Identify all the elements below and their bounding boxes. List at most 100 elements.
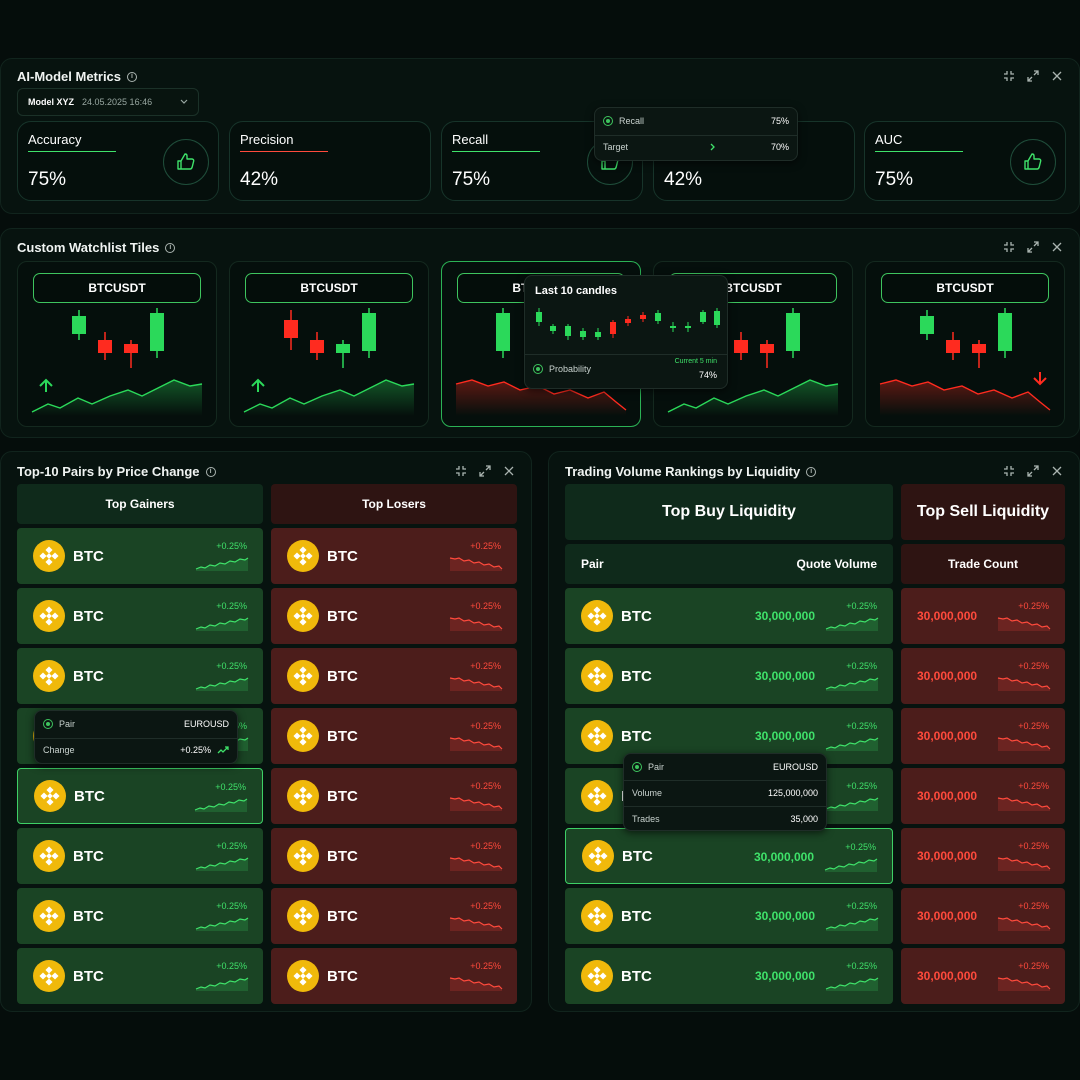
watchlist-tile[interactable]: BTCUSDT bbox=[17, 261, 217, 427]
price-change: +0.25% bbox=[216, 841, 247, 851]
metric-card-auc[interactable]: AUC 75% bbox=[864, 121, 1066, 201]
buy-liquidity-row[interactable]: BTC 30,000,000 +0.25% bbox=[565, 588, 893, 644]
divider bbox=[525, 354, 727, 355]
ai-metrics-title: AI-Model Metrics i bbox=[17, 69, 138, 84]
buy-liquidity-row[interactable]: BTC 30,000,000 +0.25% bbox=[565, 708, 893, 764]
collapse-icon[interactable] bbox=[455, 465, 467, 477]
expand-icon[interactable] bbox=[1027, 70, 1039, 82]
quote-volume: 30,000,000 bbox=[754, 609, 815, 623]
close-icon[interactable] bbox=[503, 465, 515, 477]
volume-panel: Trading Volume Rankings by Liquidity i T… bbox=[548, 451, 1080, 1012]
volume-title: Trading Volume Rankings by Liquidity i bbox=[565, 464, 817, 479]
loser-row[interactable]: BTC +0.25% bbox=[271, 648, 517, 704]
price-change: +0.25% bbox=[470, 781, 501, 791]
sell-liquidity-row[interactable]: 30,000,000 +0.25% bbox=[901, 708, 1065, 764]
buy-liquidity-row[interactable]: BTC 30,000,000 +0.25% bbox=[565, 828, 893, 884]
gainer-row[interactable]: BTC +0.25% bbox=[17, 948, 263, 1004]
info-icon[interactable]: i bbox=[806, 466, 817, 477]
top-losers-header[interactable]: Top Losers bbox=[271, 484, 517, 524]
expand-icon[interactable] bbox=[1027, 241, 1039, 253]
watchlist-tile[interactable]: BTCUSDT bbox=[865, 261, 1065, 427]
gainer-row[interactable]: BTC +0.25% bbox=[17, 828, 263, 884]
loser-row[interactable]: BTC +0.25% bbox=[271, 888, 517, 944]
close-icon[interactable] bbox=[1051, 70, 1063, 82]
candlestick-chart bbox=[920, 308, 1012, 368]
price-change: +0.25% bbox=[846, 661, 877, 671]
gainer-row[interactable]: BTC +0.25% bbox=[17, 588, 263, 644]
pair-name: BTC bbox=[327, 787, 358, 805]
tooltip-row: Volume 125,000,000 bbox=[632, 788, 818, 798]
divider bbox=[595, 135, 797, 136]
loser-row[interactable]: BTC +0.25% bbox=[271, 588, 517, 644]
tooltip-row: Change +0.25% bbox=[43, 740, 229, 760]
pair-change-tooltip: Pair EUROUSD Change +0.25% bbox=[34, 710, 238, 764]
tile-symbol: BTCUSDT bbox=[881, 273, 1049, 303]
loser-row[interactable]: BTC +0.25% bbox=[271, 948, 517, 1004]
model-selector[interactable]: Model XYZ 24.05.2025 16:46 bbox=[17, 88, 199, 116]
info-icon[interactable]: i bbox=[205, 466, 216, 477]
pair-name: BTC bbox=[622, 847, 653, 865]
trend-up-icon bbox=[217, 746, 229, 754]
pair-name: BTC bbox=[621, 907, 652, 925]
gainer-row[interactable]: BTC +0.25% bbox=[17, 888, 263, 944]
expand-icon[interactable] bbox=[1027, 465, 1039, 477]
buy-liquidity-row[interactable]: BTC 30,000,000 +0.25% bbox=[565, 648, 893, 704]
bnb-coin-icon bbox=[287, 720, 319, 752]
buy-liquidity-row[interactable]: BTC 30,000,000 +0.25% bbox=[565, 888, 893, 944]
pair-name: BTC bbox=[327, 847, 358, 865]
top-sell-liquidity-header[interactable]: Top Sell Liquidity bbox=[901, 484, 1065, 540]
sell-liquidity-row[interactable]: 30,000,000 +0.25% bbox=[901, 768, 1065, 824]
trade-count: 30,000,000 bbox=[917, 669, 978, 683]
col-quote-volume[interactable]: Quote Volume bbox=[796, 557, 877, 571]
metric-underline bbox=[452, 151, 540, 152]
price-change: +0.25% bbox=[470, 661, 501, 671]
metric-card-accuracy[interactable]: Accuracy 75% bbox=[17, 121, 219, 201]
collapse-icon[interactable] bbox=[1003, 465, 1015, 477]
gainer-row[interactable]: BTC +0.25% bbox=[17, 648, 263, 704]
price-change: +0.25% bbox=[1018, 961, 1049, 971]
sparkline-chart bbox=[825, 797, 879, 811]
collapse-icon[interactable] bbox=[1003, 70, 1015, 82]
loser-row[interactable]: BTC +0.25% bbox=[271, 828, 517, 884]
model-date: 24.05.2025 16:46 bbox=[82, 97, 153, 107]
loser-row[interactable]: BTC +0.25% bbox=[271, 708, 517, 764]
watchlist-tile[interactable]: BTCUSDT bbox=[229, 261, 429, 427]
quote-volume: 30,000,000 bbox=[753, 850, 814, 864]
sell-liquidity-row[interactable]: 30,000,000 +0.25% bbox=[901, 888, 1065, 944]
thumbs-up-icon[interactable] bbox=[163, 139, 209, 185]
info-icon[interactable]: i bbox=[127, 71, 138, 82]
sparkline-chart bbox=[825, 737, 879, 751]
target-dot-icon bbox=[632, 762, 642, 772]
metric-label: Precision bbox=[240, 132, 294, 147]
loser-row[interactable]: BTC +0.25% bbox=[271, 768, 517, 824]
close-icon[interactable] bbox=[1051, 241, 1063, 253]
col-pair[interactable]: Pair bbox=[581, 557, 604, 571]
sparkline-chart bbox=[825, 617, 879, 631]
info-icon[interactable]: i bbox=[165, 242, 176, 253]
sell-liquidity-row[interactable]: 30,000,000 +0.25% bbox=[901, 948, 1065, 1004]
volume-tooltip: Pair EUROUSD Volume 125,000,000 Trades 3… bbox=[623, 753, 827, 831]
price-change: +0.25% bbox=[216, 601, 247, 611]
pair-name: BTC bbox=[327, 727, 358, 745]
top-gainers-header[interactable]: Top Gainers bbox=[17, 484, 263, 524]
metric-card-precision[interactable]: Precision 42% bbox=[229, 121, 431, 201]
gainer-row[interactable]: BTC +0.25% bbox=[17, 768, 263, 824]
top-buy-liquidity-header[interactable]: Top Buy Liquidity bbox=[565, 484, 893, 540]
sell-liquidity-row[interactable]: 30,000,000 +0.25% bbox=[901, 588, 1065, 644]
expand-icon[interactable] bbox=[479, 465, 491, 477]
gainer-row[interactable]: BTC +0.25% bbox=[17, 528, 263, 584]
buy-liquidity-row[interactable]: BTC 30,000,000 +0.25% bbox=[565, 948, 893, 1004]
sell-liquidity-row[interactable]: 30,000,000 +0.25% bbox=[901, 828, 1065, 884]
sell-liquidity-row[interactable]: 30,000,000 +0.25% bbox=[901, 648, 1065, 704]
close-icon[interactable] bbox=[1051, 465, 1063, 477]
buy-columns-header: Pair Quote Volume bbox=[565, 544, 893, 584]
collapse-icon[interactable] bbox=[1003, 241, 1015, 253]
metric-underline bbox=[240, 151, 328, 152]
sparkline-chart bbox=[997, 737, 1051, 751]
loser-row[interactable]: BTC +0.25% bbox=[271, 528, 517, 584]
bnb-coin-icon bbox=[582, 840, 614, 872]
sparkline-chart bbox=[449, 857, 503, 871]
col-trade-count[interactable]: Trade Count bbox=[901, 544, 1065, 584]
thumbs-up-icon[interactable] bbox=[1010, 139, 1056, 185]
sparkline-chart bbox=[449, 737, 503, 751]
